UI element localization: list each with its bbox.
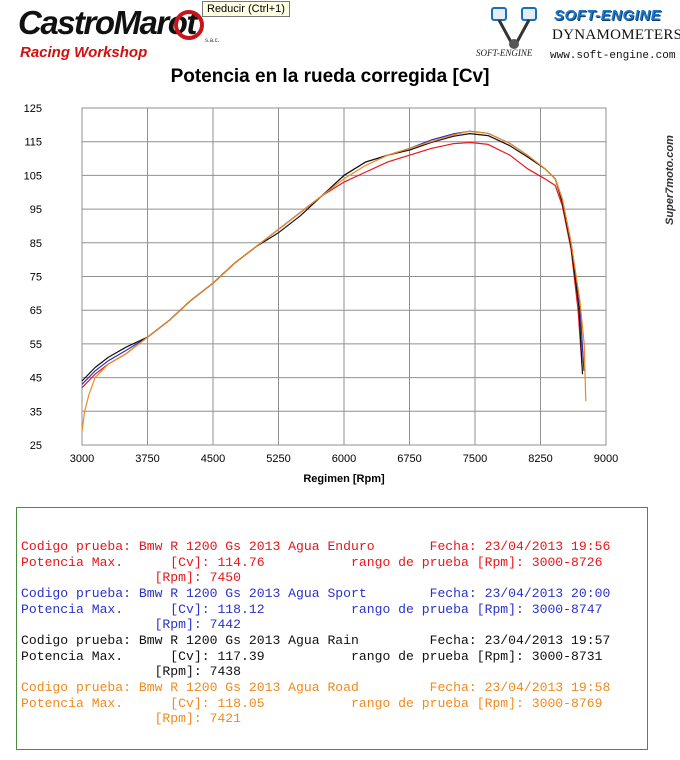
logo-left-title: CastroMarot bbox=[18, 4, 197, 41]
record-road-line3: [Rpm]: 7421 bbox=[21, 711, 242, 726]
logo-left-suffix: s.a.c. bbox=[205, 38, 220, 44]
pistons-icon bbox=[491, 7, 537, 49]
y-tick-label: 25 bbox=[30, 440, 42, 452]
y-tick-label: 105 bbox=[24, 170, 42, 182]
soft-engine-small: SOFT-ENGINE bbox=[476, 48, 533, 58]
y-tick-label: 55 bbox=[30, 339, 42, 351]
website-label: www.soft-engine.com bbox=[550, 50, 676, 62]
record-sport-line3: [Rpm]: 7442 bbox=[21, 617, 242, 632]
power-chart: 3000 3750 4500 5250 6000 6750 7500 8250 9000 25 35… bbox=[24, 103, 619, 485]
x-tick-label: 7500 bbox=[463, 453, 487, 465]
x-tick-label: 4500 bbox=[201, 453, 225, 465]
test-info-box: Codigo prueba: Bmw R 1200 Gs 2013 Agua E… bbox=[16, 507, 648, 750]
record-rain-line1: Codigo prueba: Bmw R 1200 Gs 2013 Agua R… bbox=[21, 633, 611, 648]
logo-left-subtitle: Racing Workshop bbox=[20, 44, 148, 61]
series-road-line bbox=[81, 130, 587, 432]
record-rain-line3: [Rpm]: 7438 bbox=[21, 664, 242, 679]
chart-title: Potencia en la rueda corregida [Cv] bbox=[170, 66, 490, 87]
x-tick-label: 3000 bbox=[70, 453, 94, 465]
record-road-line2: Potencia Max. [Cv]: 118.05 rango de prue… bbox=[21, 695, 603, 711]
y-tick-label: 35 bbox=[30, 406, 42, 418]
watermark-text: Super7moto.com bbox=[664, 135, 676, 225]
x-axis-label: Regimen [Rpm] bbox=[303, 473, 385, 485]
soft-engine-logo: SOFT-ENGINE DYNAMOMETERS SOFT-ENGINE www… bbox=[470, 2, 680, 68]
x-tick-label: 8250 bbox=[528, 453, 552, 465]
y-tick-label: 45 bbox=[30, 373, 42, 385]
wheel-logo-icon bbox=[174, 10, 204, 40]
x-tick-label: 5250 bbox=[266, 453, 290, 465]
y-tick-label: 115 bbox=[24, 137, 42, 149]
record-sport-line1: Codigo prueba: Bmw R 1200 Gs 2013 Agua S… bbox=[21, 586, 611, 601]
y-tick-label: 65 bbox=[30, 305, 42, 317]
y-tick-label: 75 bbox=[30, 272, 42, 284]
record-rain-line2: Potencia Max. [Cv]: 117.39 rango de prue… bbox=[21, 648, 603, 664]
record-sport-line2: Potencia Max. [Cv]: 118.12 rango de prue… bbox=[21, 601, 603, 617]
y-tick-label: 85 bbox=[30, 238, 42, 250]
record-enduro-line2: Potencia Max. [Cv]: 114.76 rango de prue… bbox=[21, 554, 603, 570]
castromarot-logo: CastroMarot s.a.c. Racing Workshop bbox=[18, 4, 220, 68]
series-enduro-line bbox=[81, 141, 583, 389]
x-tick-label: 6000 bbox=[332, 453, 356, 465]
dynamometers-label: DYNAMOMETERS bbox=[552, 27, 680, 43]
watermark: Super7moto.com bbox=[662, 122, 676, 242]
x-tick-label: 3750 bbox=[135, 453, 159, 465]
soft-engine-brand: SOFT-ENGINE bbox=[554, 7, 662, 24]
record-enduro-line3: [Rpm]: 7450 bbox=[21, 570, 242, 585]
y-tick-label: 125 bbox=[24, 103, 42, 115]
record-road-line1: Codigo prueba: Bmw R 1200 Gs 2013 Agua R… bbox=[21, 680, 611, 695]
x-tick-label: 9000 bbox=[594, 453, 618, 465]
x-tick-label: 6750 bbox=[397, 453, 421, 465]
zoom-tooltip: Reducir (Ctrl+1) bbox=[202, 1, 290, 17]
record-enduro-line1: Codigo prueba: Bmw R 1200 Gs 2013 Agua E… bbox=[21, 539, 611, 554]
series-sport-line bbox=[81, 130, 585, 385]
y-tick-label: 95 bbox=[30, 204, 42, 216]
